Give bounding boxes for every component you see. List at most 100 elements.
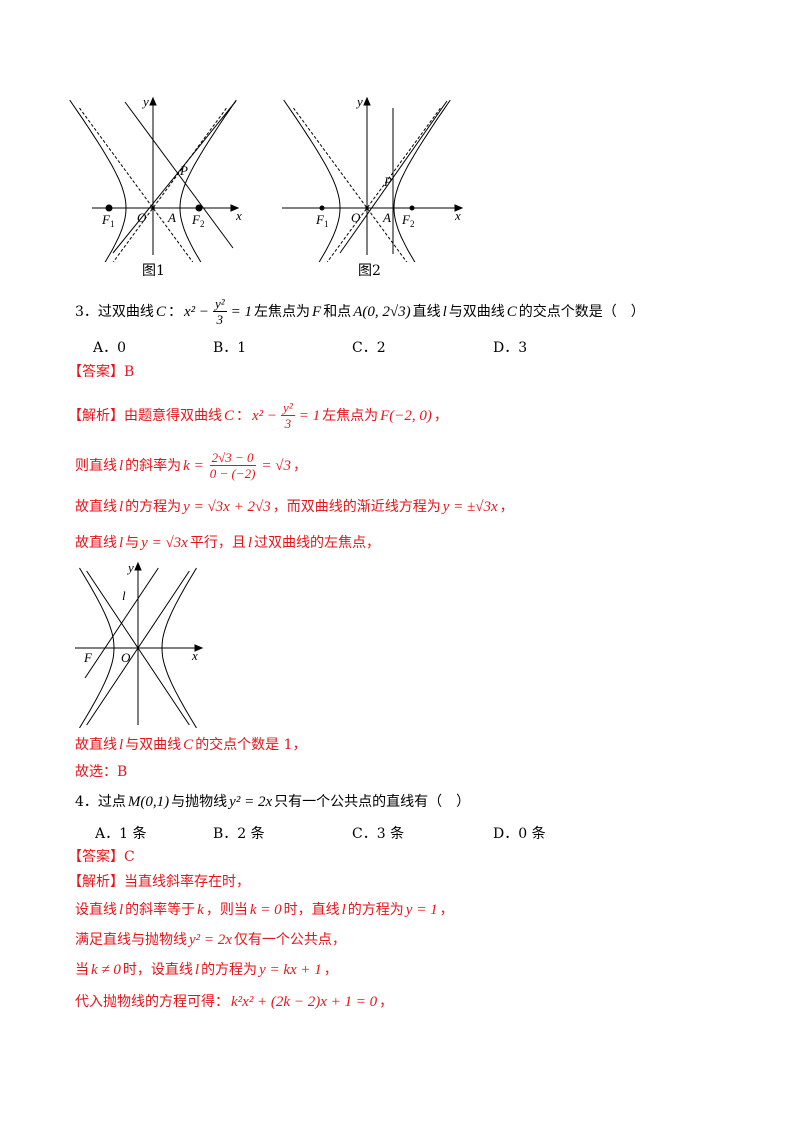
question-4-analysis-line: 代入抛物线的方程可得： k²x² + (2k − 2)x + 1 = 0， bbox=[75, 992, 393, 1012]
question-3-answer: 【答案】B bbox=[68, 362, 134, 382]
question-3-analysis-line: 故直线 l 的方程为 y = √3x + 2√3 ，而双曲线的渐近线方程为 y = ±√3… bbox=[75, 497, 514, 517]
fig1-label-p: P bbox=[179, 163, 188, 178]
text-segment: 则直线 bbox=[75, 457, 117, 474]
fig3-label-x: x bbox=[191, 648, 198, 663]
text-segment: 与抛物线 bbox=[171, 794, 228, 810]
math-expression: l bbox=[194, 962, 200, 978]
text-segment: ： bbox=[167, 303, 182, 320]
text-segment: ，则当 bbox=[205, 902, 248, 918]
asymptote bbox=[86, 570, 190, 726]
math-expression: k bbox=[197, 902, 204, 918]
text-segment: 时，设直线 bbox=[122, 962, 193, 978]
math-expression: y² = 2x bbox=[189, 932, 232, 948]
denominator: 0 − (−2) bbox=[209, 466, 256, 481]
asymptote bbox=[326, 107, 441, 262]
math-expression: k ≠ 0 bbox=[91, 962, 121, 978]
text-segment: 故直线 bbox=[75, 499, 117, 515]
math-expression: C bbox=[224, 407, 235, 424]
text-segment: 的斜率等于 bbox=[125, 902, 196, 918]
x-axis-arrow-icon bbox=[454, 204, 464, 212]
origin-point bbox=[365, 206, 369, 210]
hyperbola-branch bbox=[393, 99, 451, 262]
text-segment: ， bbox=[499, 499, 514, 515]
fig2-label-x: x bbox=[454, 208, 461, 223]
text-segment: 满足直线与抛物线 bbox=[75, 932, 187, 948]
hyperbola-branch bbox=[283, 99, 341, 262]
fig3-label-l: l bbox=[122, 588, 126, 603]
math-expression: = √3 bbox=[261, 457, 292, 474]
fig2-label-y: y bbox=[355, 94, 363, 109]
math-expression: F bbox=[312, 303, 322, 320]
hyperbola-branch bbox=[161, 567, 197, 728]
text-segment: 左焦点为 bbox=[322, 407, 379, 424]
text-segment: 直线 bbox=[412, 303, 441, 320]
text-segment: 代入抛物线的方程可得： bbox=[75, 994, 229, 1010]
focus-f1 bbox=[105, 204, 113, 212]
fig3-label-f: F bbox=[83, 650, 93, 665]
math-expression: l bbox=[119, 499, 124, 515]
option-a: A．0 bbox=[93, 340, 127, 356]
math-expression: = 1 bbox=[230, 303, 253, 320]
fig2-label-o: O bbox=[351, 210, 361, 225]
text-segment: 当 bbox=[75, 962, 89, 978]
math-expression: l bbox=[442, 303, 447, 320]
y-axis-arrow-icon bbox=[134, 561, 142, 571]
denominator: 3 bbox=[284, 416, 292, 431]
text-segment: ，而双曲线的渐近线方程为 bbox=[272, 499, 441, 515]
text-segment: 4．过点 bbox=[75, 794, 126, 810]
text-segment: 与双曲线 bbox=[125, 737, 182, 753]
option-d: D．3 bbox=[493, 340, 528, 356]
question-4-analysis-line: 满足直线与抛物线 y² = 2x 仅有一个公共点， bbox=[75, 930, 346, 950]
text-segment: 与 bbox=[125, 535, 140, 551]
text-segment: 左焦点为 bbox=[254, 303, 311, 320]
focus-f2 bbox=[195, 204, 203, 212]
math-expression: k = 0 bbox=[249, 902, 282, 918]
text-segment: 过双曲线的左焦点， bbox=[254, 535, 381, 551]
math-expression: C bbox=[155, 303, 166, 320]
y-axis-arrow-icon bbox=[149, 96, 157, 106]
fraction: y² 3 bbox=[281, 400, 295, 431]
text-segment: 【答案】B bbox=[68, 364, 135, 380]
line-l bbox=[84, 567, 159, 679]
math-expression: x² − bbox=[183, 303, 209, 320]
math-expression: l bbox=[119, 535, 124, 551]
math-expression: M(0,1) bbox=[127, 794, 170, 810]
math-expression: y = √3x + 2√3 bbox=[183, 499, 271, 515]
math-expression: y = √3x bbox=[141, 535, 188, 551]
denominator: 3 bbox=[216, 312, 224, 327]
question-4-answer: 【答案】C bbox=[68, 847, 135, 867]
focus-f2 bbox=[409, 205, 415, 211]
math-expression: y = ±√3x bbox=[442, 499, 498, 515]
question-3-stem: 3．过双曲线 C： x² − y² 3 = 1 左焦点为 F 和点 A(0, 2√3) 直线 l 与双曲… bbox=[75, 296, 645, 327]
x-axis-arrow-icon bbox=[194, 644, 204, 652]
fig1-label-f2: F2 bbox=[191, 212, 204, 229]
text-segment: 3．过双曲线 bbox=[75, 303, 154, 320]
text-segment: 平行，且 bbox=[189, 535, 246, 551]
text-segment: ， bbox=[433, 407, 448, 424]
focus-f1 bbox=[319, 205, 325, 211]
math-expression: l bbox=[341, 902, 346, 918]
text-segment: 【解析】当直线斜率存在时， bbox=[68, 874, 250, 890]
math-expression: = 1 bbox=[298, 407, 321, 424]
text-segment: 的斜率为 bbox=[125, 457, 182, 474]
math-expression: y = 1 bbox=[405, 902, 438, 918]
text-segment: 仅有一个公共点， bbox=[233, 932, 346, 948]
fig2-caption: 图2 bbox=[358, 263, 381, 279]
fig2-label-f2: F2 bbox=[401, 212, 414, 229]
text-segment: ， bbox=[293, 457, 308, 474]
figure-2: y x O A P F1 F2 bbox=[282, 94, 464, 262]
math-expression: y² = 2x bbox=[229, 794, 273, 810]
text-segment: 的交点个数是 1， bbox=[195, 737, 307, 753]
text-segment: 的方程为 bbox=[347, 902, 404, 918]
fig3-label-y: y bbox=[126, 560, 134, 575]
fig3-label-o: O bbox=[121, 650, 131, 665]
question-4-analysis-line: 【解析】当直线斜率存在时， bbox=[68, 872, 250, 892]
figure-1: y x O A P F1 F2 bbox=[69, 94, 242, 262]
option-b: B．1 bbox=[213, 340, 247, 356]
text-segment: 的方程为 bbox=[201, 962, 258, 978]
text-segment: 和点 bbox=[323, 303, 352, 320]
question-3-analysis-line: 故直线 l 与 y = √3x 平行，且 l 过双曲线的左焦点， bbox=[75, 533, 380, 553]
fig1-label-o: O bbox=[137, 210, 147, 225]
text-segment: 设直线 bbox=[75, 902, 117, 918]
